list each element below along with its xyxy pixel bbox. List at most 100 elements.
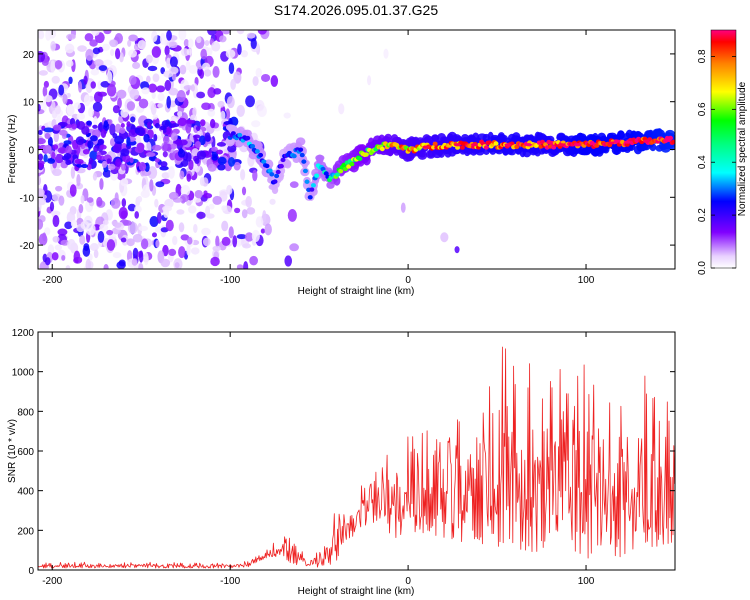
spectrogram-noise-blob [228, 62, 235, 75]
spectrogram-noise-blob [196, 36, 202, 44]
spectrogram-noise-blob [240, 169, 246, 181]
spectrogram-ridge-core [264, 163, 270, 169]
spectrogram-noise-blob [210, 256, 220, 267]
spectrogram-noise-blob [212, 66, 220, 78]
spectrogram-noise-blob [186, 48, 192, 56]
spectrogram-band-blob [65, 145, 72, 156]
spectrogram-x-tick-label: 100 [578, 275, 595, 286]
spectrogram-ridge-halo [616, 130, 625, 140]
spectrogram-noise-blob [52, 214, 60, 227]
spectrogram-noise-blob [93, 116, 98, 127]
spectrogram-x-tick-label: -200 [42, 275, 62, 286]
spectrogram-ridge-core [357, 156, 363, 161]
spectrogram-ridge-core [278, 163, 284, 169]
spectrogram-noise-blob [178, 30, 187, 41]
spectrogram-noise-blob [200, 48, 208, 60]
spectrogram-noise-blob [116, 89, 127, 99]
spectrogram-noise-blob [250, 38, 257, 50]
spectrogram-noise-blob [154, 226, 164, 233]
spectrogram-noise-blob [90, 69, 100, 76]
spectrogram-ridge-peak [504, 143, 512, 147]
spectrogram-noise-blob [178, 246, 186, 259]
spectrogram-noise-blob [400, 202, 406, 213]
spectrogram-ridge-halo [362, 155, 371, 166]
spectrogram-noise-blob [186, 173, 192, 182]
spectrogram-ridge-peak [453, 143, 461, 147]
spectrogram-band-blob [153, 133, 158, 142]
spectrogram-band-blob [170, 143, 178, 150]
spectrogram-noise-blob [225, 108, 231, 120]
spectrogram-noise-blob [202, 192, 213, 199]
spectrogram-noise-blob [99, 223, 109, 232]
spectrogram-band-blob [192, 134, 201, 139]
spectrogram-ridge-core [261, 159, 267, 164]
spectrogram-ridge-core [379, 146, 385, 152]
spectrogram-noise-blob [254, 99, 265, 112]
spectrogram-noise-blob [219, 35, 227, 43]
spectrogram-noise-blob [50, 40, 56, 52]
spectrogram-ridge-core [304, 179, 310, 184]
spectrogram-noise-blob [228, 226, 234, 239]
spectrogram-noise-blob [192, 107, 197, 117]
spectrogram-band-blob [196, 150, 207, 160]
spectrogram-band-blob [43, 127, 54, 133]
spectrogram-noise-blob [128, 75, 137, 86]
spectrogram-noise-blob [38, 176, 42, 186]
spectrogram-band-blob [154, 122, 161, 129]
spectrogram-noise-blob [244, 232, 254, 242]
spectrogram-x-label: Height of straight line (km) [298, 286, 415, 297]
spectrogram-band-blob [121, 163, 126, 171]
spectrogram-band-blob [154, 158, 160, 163]
spectrogram-noise-blob [78, 204, 84, 214]
spectrogram-noise-blob [141, 169, 152, 176]
colorbar-gradient [710, 29, 737, 269]
spectrogram-noise-blob [147, 166, 158, 179]
spectrogram-noise-blob [106, 71, 113, 84]
spectrogram-noise-blob [38, 218, 44, 230]
spectrogram-ridge-peak [470, 143, 478, 147]
spectrogram-ridge-halo [284, 159, 292, 169]
spectrogram-ridge-core [245, 135, 251, 141]
spectrogram-noise-blob [196, 91, 206, 99]
spectrogram-noise-blob [251, 120, 261, 128]
spectrogram-noise-blob [255, 67, 262, 78]
spectrogram-ridge-core [269, 172, 275, 177]
spectrogram-band-blob [86, 120, 92, 126]
spectrogram-noise-blob [55, 105, 61, 115]
spectrogram-noise-blob [168, 87, 179, 96]
spectrogram-noise-blob [55, 185, 63, 192]
spectrogram-noise-blob [201, 102, 211, 110]
spectrogram-noise-blob [160, 258, 171, 268]
spectrogram-noise-blob [157, 93, 165, 102]
spectrogram-noise-blob [221, 236, 231, 247]
spectrogram-noise-blob [269, 198, 276, 205]
spectrogram-noise-blob [240, 50, 249, 58]
spectrogram-noise-blob [241, 209, 248, 219]
spectrogram-noise-blob [127, 203, 137, 212]
spectrogram-noise-blob [156, 85, 166, 93]
spectrogram-noise-blob [199, 69, 205, 79]
spectrogram-band-blob [211, 146, 218, 152]
spectrogram-noise-blob [151, 232, 157, 238]
spectrogram-noise-blob [241, 186, 247, 196]
spectrogram-band-blob [143, 133, 150, 143]
spectrogram-band-blob [233, 161, 241, 171]
spectrogram-noise-blob [183, 39, 189, 48]
spectrogram-noise-blob [226, 96, 235, 109]
spectrogram-y-tick-label: 10 [23, 98, 35, 109]
spectrogram-noise-blob [50, 60, 55, 73]
spectrogram-noise-blob [58, 195, 65, 206]
spectrogram-noise-blob [134, 135, 142, 145]
spectrogram-noise-blob [186, 200, 192, 206]
spectrogram-noise-blob [205, 205, 211, 217]
spectrogram-noise-blob [208, 203, 215, 210]
spectrogram-noise-blob [138, 263, 144, 269]
spectrogram-y-tick-label: -10 [20, 193, 35, 204]
spectrogram-y-tick-label: 0 [28, 146, 34, 157]
snr-y-tick-label: 0 [28, 566, 34, 577]
spectrogram-noise-blob [186, 245, 191, 256]
spectrogram-band-blob [103, 120, 109, 128]
spectrogram-noise-blob [49, 201, 55, 212]
spectrogram-band-blob [38, 163, 44, 168]
